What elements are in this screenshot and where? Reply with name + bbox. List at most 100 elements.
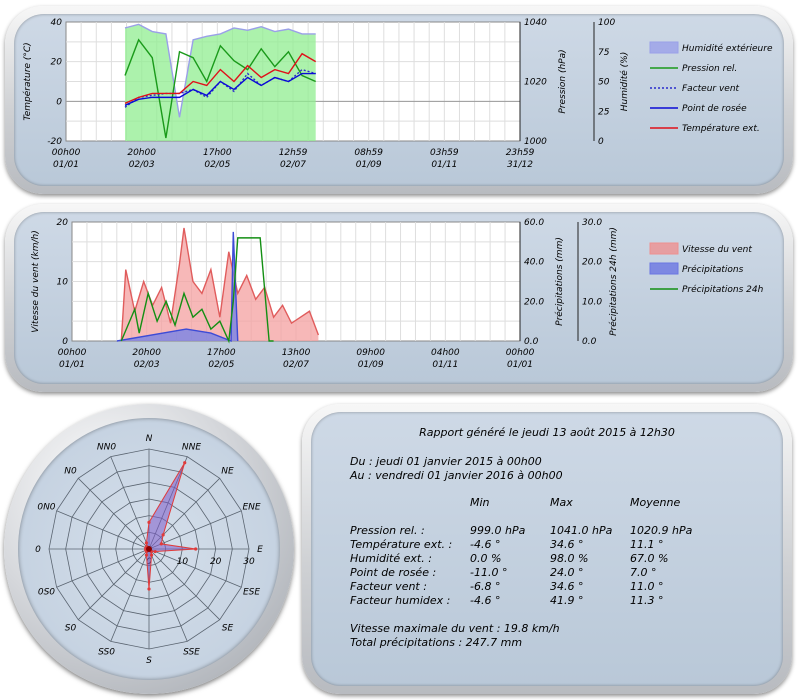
report-row-label: Facteur vent :	[350, 580, 427, 593]
y3-tick-label: 50	[598, 78, 610, 88]
legend-label: Température ext.	[682, 123, 760, 134]
y2-tick-label: 0.0	[524, 337, 539, 347]
report-to: Au : vendredi 01 janvier 2016 à 00h00	[350, 469, 563, 482]
y-tick-label: 0	[62, 337, 68, 347]
rose-spoke	[78, 548, 150, 620]
y2-tick-label: 40.0	[524, 258, 544, 268]
rose-direction-label: N0	[64, 467, 77, 477]
y-tick-label: 20	[57, 218, 69, 228]
legend-swatch	[649, 262, 679, 275]
rose-point	[147, 587, 151, 591]
rose-direction-label: ESE	[243, 587, 260, 597]
y3-tick-label: 75	[598, 48, 610, 58]
report-row-label: Point de rosée :	[350, 566, 437, 579]
report-row-avg: 11.0 °	[630, 580, 664, 593]
report-max-wind: Vitesse maximale du vent : 19.8 km/h	[350, 622, 560, 635]
rose-direction-label: N	[146, 434, 153, 444]
rose-spoke	[148, 548, 188, 642]
series-line	[124, 23, 316, 118]
x-tick-label: 20h00	[127, 148, 156, 158]
report-header-min: Min	[470, 496, 490, 509]
y3-tick-label: 0.0	[582, 337, 597, 347]
report-row-label: Température ext. :	[350, 538, 453, 551]
rose-spoke	[56, 510, 150, 550]
rose-spoke	[110, 548, 150, 642]
report-from: Du : jeudi 01 janvier 2015 à 00h00	[350, 455, 542, 468]
rose-tick-label: 20	[210, 557, 222, 567]
rose-direction-label: E	[257, 545, 263, 555]
report-row-max: 41.9 °	[550, 594, 584, 607]
y3-axis-title: Précipitations 24h (mm)	[608, 227, 619, 336]
series-1	[124, 23, 316, 142]
rose-spoke	[148, 548, 242, 588]
series-line	[120, 237, 274, 344]
legend-label: Vitesse du vent	[682, 245, 752, 255]
series-2	[124, 38, 316, 139]
report-row-max: 34.6 °	[550, 538, 584, 551]
report-row-label: Humidité ext. :	[350, 552, 432, 565]
rose-point	[149, 553, 154, 557]
series-line	[116, 231, 239, 343]
rose-direction-label: NE	[221, 467, 234, 477]
report-row-max: 34.6 °	[550, 580, 584, 593]
rose-point	[144, 553, 149, 557]
legend-label: Précipitations	[682, 264, 744, 275]
rose-direction-label: 0	[35, 545, 41, 555]
legend-label: Point de rosée	[682, 103, 747, 114]
x-tick-label: 17h00	[207, 348, 236, 358]
y-tick-label: 20	[51, 58, 63, 68]
rose-point	[183, 461, 187, 465]
rose-center	[146, 546, 152, 552]
report-row-min: -4.6 °	[470, 594, 501, 607]
rose-direction-label: 0S0	[38, 587, 55, 597]
report-row-max: 98.0 %	[550, 552, 589, 565]
x-tick-label: 08h59	[354, 148, 383, 158]
rose-spoke	[56, 548, 150, 588]
series-3	[120, 237, 274, 344]
series-line	[124, 52, 317, 104]
series-area	[121, 227, 319, 341]
legend-swatch	[649, 41, 679, 54]
legend-swatch	[649, 242, 679, 255]
legend-label: Facteur vent	[682, 84, 740, 94]
panel-report	[302, 404, 792, 694]
x-tick-label: 31/12	[507, 160, 533, 170]
y3-tick-label: 25	[598, 107, 610, 117]
report-header-max: Max	[550, 496, 573, 509]
report-row-label: Pression rel. :	[350, 524, 425, 537]
rose-tick-label: 10	[177, 557, 189, 567]
rose-point	[147, 520, 151, 524]
legend-label: Humidité extérieure	[682, 43, 773, 54]
y3-tick-label: 20.0	[582, 258, 602, 268]
x-tick-label: 01/11	[431, 160, 457, 170]
x-tick-label: 09h00	[356, 348, 385, 358]
y3-tick-label: 100	[598, 18, 615, 28]
legend-label: Pression rel.	[682, 64, 737, 74]
rose-direction-label: ENE	[242, 503, 260, 513]
x-tick-label: 01/01	[59, 360, 85, 370]
legend-label: Précipitations 24h	[682, 284, 764, 295]
y2-axis-title: Pression (hPa)	[558, 49, 568, 113]
report-row-avg: 1020.9 hPa	[630, 524, 693, 537]
series-4	[124, 72, 316, 106]
report-row-min: -6.8 °	[470, 580, 501, 593]
x-tick-label: 02/05	[208, 360, 234, 370]
report-row-avg: 11.1 °	[630, 538, 664, 551]
report-row-min: 999.0 hPa	[470, 524, 526, 537]
x-tick-label: 01/01	[507, 360, 533, 370]
x-tick-label: 02/07	[283, 360, 309, 370]
x-tick-label: 00h00	[506, 348, 535, 358]
x-tick-label: 00h00	[52, 148, 81, 158]
rose-direction-label: SE	[222, 623, 234, 633]
y2-tick-label: 20.0	[524, 297, 544, 307]
report-row-avg: 11.3 °	[630, 594, 664, 607]
x-tick-label: 02/07	[280, 160, 306, 170]
rose-direction-label: NNE	[182, 442, 201, 452]
x-tick-label: 23h59	[506, 148, 535, 158]
y2-axis-title: Précipitations (mm)	[554, 237, 565, 326]
x-tick-label: 01/09	[356, 160, 382, 170]
series-2	[116, 231, 239, 343]
